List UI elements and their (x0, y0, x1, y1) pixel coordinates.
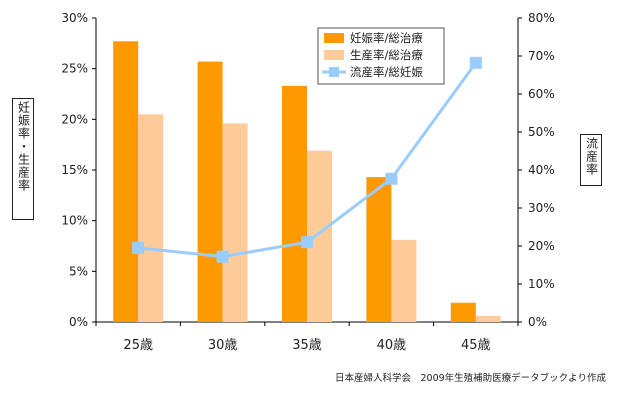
x-tick-label: 40歳 (377, 338, 407, 353)
bars (113, 41, 501, 323)
left-tick-label: 25% (61, 62, 88, 76)
right-ticks: 0% 10% 20% 30% 40% 50% 60% 70% 80% (518, 11, 555, 329)
right-tick-label: 0% (528, 315, 547, 329)
bar-2-1 (138, 114, 164, 323)
x-tick-label: 25歳 (123, 338, 153, 353)
right-tick-label: 60% (528, 87, 555, 101)
x-tick-label: 45歳 (461, 338, 491, 353)
bar-1-2 (197, 61, 223, 322)
right-tick-label: 70% (528, 49, 555, 63)
right-tick-label: 30% (528, 201, 555, 215)
line-marker-3 (301, 236, 313, 249)
left-tick-label: 20% (61, 112, 88, 126)
left-tick-label: 5% (69, 264, 88, 278)
right-tick-label: 80% (528, 11, 555, 25)
bar-2-4 (391, 239, 417, 322)
left-tick-label: 0% (69, 315, 88, 329)
right-tick-label: 40% (528, 163, 555, 177)
legend-label: 流産率/総妊娠 (350, 65, 423, 79)
legend-label: 生産率/総治療 (350, 48, 423, 62)
legend-swatch (324, 33, 344, 43)
line-series (132, 56, 482, 263)
bar-2-2 (222, 123, 248, 323)
line-marker-2 (216, 250, 229, 263)
bar-1-3 (282, 85, 307, 322)
right-tick-label: 50% (528, 125, 555, 139)
legend-swatch (324, 50, 344, 60)
right-axis-label-box: 流産率 (580, 134, 602, 186)
left-tick-label: 30% (61, 11, 88, 25)
right-tick-label: 10% (528, 277, 555, 291)
x-tick-label: 30歳 (208, 338, 238, 353)
line-marker-5 (469, 56, 482, 69)
line-marker-4 (385, 172, 398, 185)
source-note: 日本産婦人科学会 2009年生殖補助医療データブックより作成 (335, 373, 606, 384)
left-tick-label: 15% (61, 163, 88, 177)
bar-2-5 (475, 315, 501, 322)
x-tick-label: 35歳 (292, 338, 322, 353)
bar-1-1 (113, 41, 139, 322)
x-labels: 25歳 30歳 35歳 40歳 45歳 (95, 322, 519, 353)
left-axis-label: 妊娠率・生産率 (16, 101, 31, 192)
bar-1-5 (450, 302, 476, 322)
line-marker-1 (132, 241, 145, 254)
left-tick-label: 10% (61, 214, 88, 228)
left-axis-label-box: 妊娠率・生産率 (12, 98, 34, 220)
left-ticks: 0% 5% 10% 15% 20% 25% 30% (61, 11, 96, 329)
legend-label: 妊娠率/総治療 (350, 31, 423, 45)
right-axis-label: 流産率 (584, 137, 599, 176)
bar-1-4 (366, 177, 392, 322)
right-tick-label: 20% (528, 239, 555, 253)
legend-marker (329, 67, 339, 77)
